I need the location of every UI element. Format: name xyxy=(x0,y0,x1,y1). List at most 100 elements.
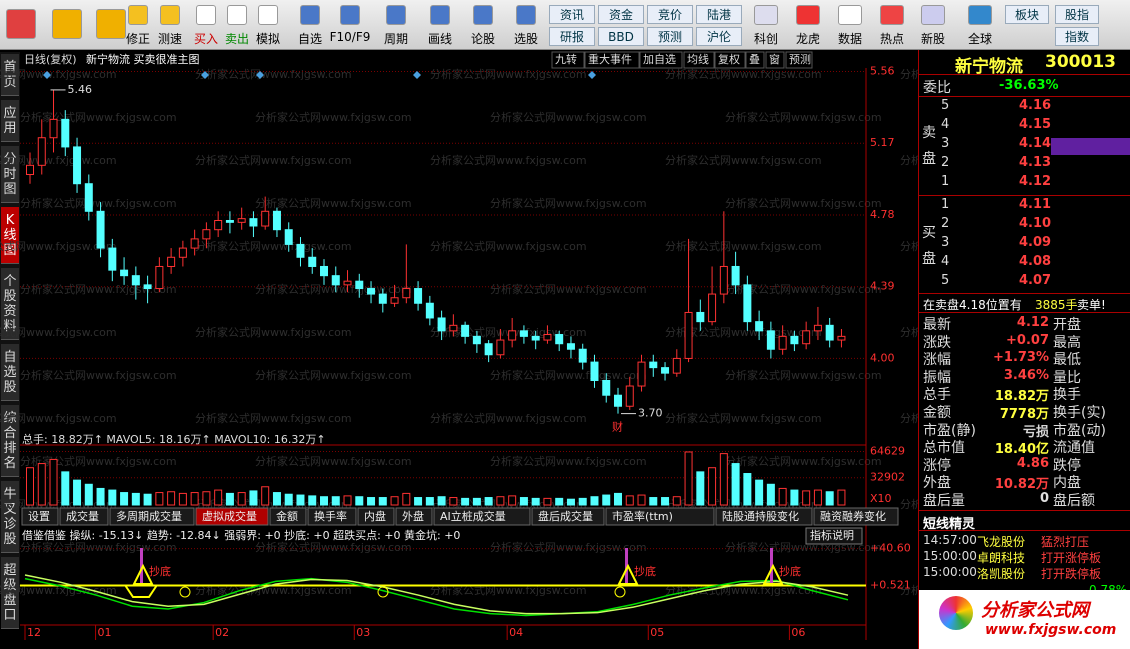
header-button[interactable] xyxy=(785,51,813,69)
toolbar-button[interactable]: 测速 xyxy=(157,32,182,46)
indicator-tab[interactable] xyxy=(433,507,531,526)
toolbar-icon[interactable] xyxy=(516,5,536,25)
toolbar-button[interactable]: 股指 xyxy=(1055,5,1099,24)
indicator-tab-label[interactable]: 盘后成交量 xyxy=(538,509,593,523)
indicator-tab[interactable] xyxy=(605,507,715,526)
indicator-tab[interactable] xyxy=(395,507,433,526)
header-button-label[interactable]: 复权 xyxy=(718,52,740,66)
indicator-tab[interactable] xyxy=(109,507,195,526)
header-button-label[interactable]: 窗 xyxy=(769,52,780,66)
indicator-tab[interactable] xyxy=(813,507,899,526)
header-button[interactable] xyxy=(765,51,785,69)
toolbar-button[interactable]: 资讯 xyxy=(549,5,595,24)
toolbar-icon[interactable] xyxy=(227,5,247,25)
header-button-label[interactable]: 重大事件 xyxy=(588,52,632,66)
side-tab[interactable]: 自选股 xyxy=(1,344,19,401)
header-button-label[interactable]: 均线 xyxy=(687,52,709,66)
help-button-label[interactable]: 指标说明 xyxy=(810,528,854,542)
side-tab[interactable]: 分时图 xyxy=(1,146,19,203)
toolbar-icon[interactable] xyxy=(754,5,778,25)
toolbar-icon[interactable] xyxy=(52,9,82,39)
toolbar-button[interactable]: 论股 xyxy=(470,32,495,46)
toolbar-button[interactable]: 资金 xyxy=(598,5,644,24)
toolbar-button[interactable]: BBD xyxy=(598,27,644,46)
indicator-tab[interactable] xyxy=(195,507,269,526)
toolbar-button[interactable]: 卖出 xyxy=(224,32,249,46)
side-tab[interactable]: 应用 xyxy=(1,100,19,142)
header-button[interactable] xyxy=(745,51,765,69)
toolbar-button[interactable]: 沪伦 xyxy=(696,27,742,46)
header-button-label[interactable]: 加自选 xyxy=(643,53,676,66)
indicator-tab-label[interactable]: 金额 xyxy=(276,509,298,523)
header-button[interactable] xyxy=(639,51,683,69)
toolbar-button[interactable]: 数据 xyxy=(837,32,862,46)
toolbar-icon[interactable] xyxy=(430,5,450,25)
indicator-tab-label[interactable]: AI立桩成交量 xyxy=(440,509,506,523)
indicator-tab[interactable] xyxy=(59,507,109,526)
side-tab[interactable]: K线图 xyxy=(1,207,19,264)
header-button[interactable] xyxy=(714,51,746,69)
toolbar-button[interactable]: 竞价 xyxy=(647,5,693,24)
header-button-label[interactable]: 叠 xyxy=(749,53,760,66)
toolbar-icon[interactable] xyxy=(921,5,945,25)
indicator-tab[interactable] xyxy=(269,507,307,526)
header-button[interactable] xyxy=(584,51,640,69)
toolbar-button[interactable]: 研报 xyxy=(549,27,595,46)
toolbar-button[interactable]: 热点 xyxy=(879,32,904,46)
toolbar-icon[interactable] xyxy=(300,5,320,25)
toolbar-icon[interactable] xyxy=(96,9,126,39)
toolbar-button[interactable]: 画线 xyxy=(427,32,452,46)
indicator-tab[interactable] xyxy=(715,507,813,526)
toolbar-button[interactable]: 修正 xyxy=(125,32,150,46)
toolbar-icon[interactable] xyxy=(340,5,360,25)
indicator-tab-label[interactable]: 换手率 xyxy=(314,509,347,523)
toolbar-button[interactable]: 周期 xyxy=(383,32,408,46)
toolbar-button[interactable]: F10/F9 xyxy=(329,30,371,44)
indicator-tab-label[interactable]: 虚拟成交量 xyxy=(202,509,257,523)
indicator-tab[interactable] xyxy=(21,507,59,526)
toolbar-button[interactable]: 自选 xyxy=(297,32,322,46)
toolbar-icon[interactable] xyxy=(968,5,992,25)
indicator-tab-label[interactable]: 多周期成交量 xyxy=(116,509,182,523)
toolbar-icon[interactable] xyxy=(838,5,862,25)
toolbar-icon[interactable] xyxy=(473,5,493,25)
toolbar-button[interactable]: 龙虎 xyxy=(795,32,820,46)
indicator-tab[interactable] xyxy=(531,507,605,526)
header-button-label[interactable]: 九转 xyxy=(555,52,577,66)
header-button[interactable] xyxy=(551,51,585,69)
toolbar-icon[interactable] xyxy=(880,5,904,25)
indicator-tab-label[interactable]: 市盈率(ttm) xyxy=(612,509,673,523)
toolbar-button[interactable]: 指数 xyxy=(1055,27,1099,46)
indicator-tab[interactable] xyxy=(307,507,357,526)
toolbar-icon[interactable] xyxy=(160,5,180,25)
header-button[interactable] xyxy=(683,51,715,69)
indicator-tab[interactable] xyxy=(357,507,395,526)
side-tab[interactable]: 综合排名 xyxy=(1,405,19,477)
side-tab[interactable]: 个股资料 xyxy=(1,268,19,340)
indicator-tab-label[interactable]: 外盘 xyxy=(402,509,424,523)
toolbar-icon[interactable] xyxy=(128,5,148,25)
side-tab[interactable]: 牛叉诊股 xyxy=(1,481,19,553)
toolbar-icon[interactable] xyxy=(796,5,820,25)
side-tab[interactable]: 首页 xyxy=(1,54,19,96)
indicator-tab-label[interactable]: 陆股通持股变化 xyxy=(722,509,799,523)
toolbar-button[interactable]: 预测 xyxy=(647,27,693,46)
indicator-tab-label[interactable]: 成交量 xyxy=(66,509,99,523)
side-tab[interactable]: 超级盘口 xyxy=(1,557,19,629)
toolbar-button[interactable]: 板块 xyxy=(1005,5,1049,24)
toolbar-button[interactable]: 全球 xyxy=(967,32,992,46)
indicator-tab-label[interactable]: 设置 xyxy=(28,510,50,523)
toolbar-button[interactable]: 陆港 xyxy=(696,5,742,24)
toolbar-icon[interactable] xyxy=(386,5,406,25)
toolbar-button[interactable]: 科创 xyxy=(753,32,778,46)
header-button-label[interactable]: 预测 xyxy=(789,53,811,66)
help-button[interactable] xyxy=(805,527,863,545)
toolbar-icon[interactable] xyxy=(6,9,36,39)
toolbar-icon[interactable] xyxy=(196,5,216,25)
toolbar-button[interactable]: 选股 xyxy=(513,32,538,46)
toolbar-button[interactable]: 新股 xyxy=(920,32,945,46)
indicator-tab-label[interactable]: 内盘 xyxy=(364,509,386,523)
toolbar-button[interactable]: 买入 xyxy=(193,32,218,46)
toolbar-button[interactable]: 模拟 xyxy=(255,32,280,46)
indicator-tab-label[interactable]: 融资融券变化 xyxy=(820,509,886,523)
